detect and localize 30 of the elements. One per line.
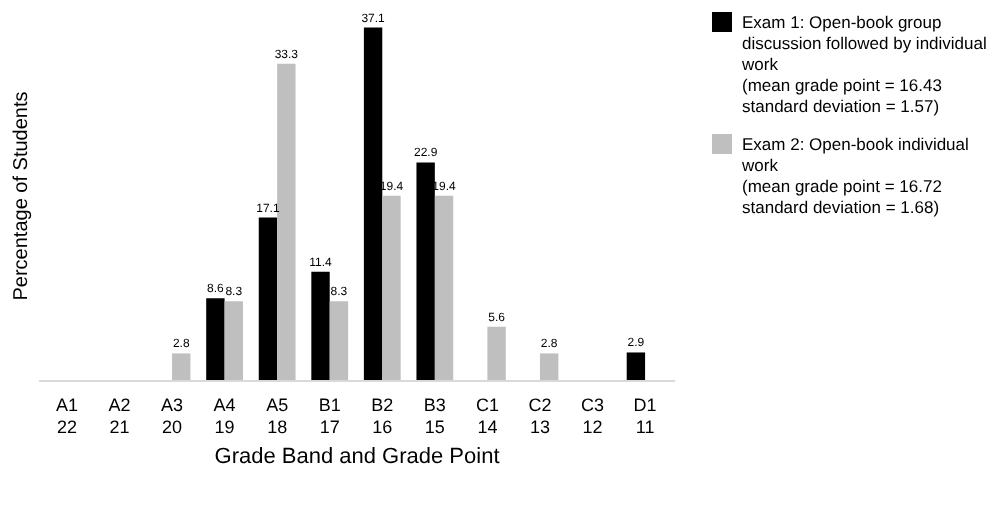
bar: [277, 63, 296, 380]
bar: [434, 195, 454, 380]
bar: [416, 162, 435, 380]
x-tick-label: C2 13: [528, 395, 552, 437]
bar: [224, 301, 243, 380]
x-tick-label: B1 17: [318, 395, 341, 437]
bar: [382, 195, 401, 380]
x-tick-label: D1 11: [633, 395, 657, 437]
x-axis-title: Grade Band and Grade Point: [214, 445, 500, 469]
bar: [329, 301, 349, 380]
bar: [258, 217, 278, 380]
legend-label: Exam 2: Open-book individual work (mean grade point = 16.72 standard deviation = 1.68): [740, 134, 970, 217]
x-tick-label: C3 12: [581, 395, 605, 437]
x-tick-label: A1 22: [55, 395, 78, 437]
x-tick-label: C1 14: [475, 395, 499, 437]
y-axis-title: Percentage of Students: [11, 91, 33, 301]
bar: [626, 352, 646, 380]
bar: [539, 353, 559, 380]
bar: [206, 298, 225, 380]
x-tick-label: B2 16: [371, 395, 394, 437]
x-tick-label: A4 19: [213, 395, 236, 437]
bar: [363, 27, 383, 380]
legend-label: Exam 1: Open-book group discussion followed by individual work (mean grade point = 16.43 standard deviation = 1.57): [740, 12, 987, 116]
bar: [311, 271, 330, 380]
x-tick-label: B3 15: [423, 395, 446, 437]
bar: [172, 353, 191, 380]
x-tick-label: A5 18: [266, 395, 289, 437]
x-tick-label: A3 20: [161, 395, 184, 437]
bar: [487, 326, 506, 380]
x-tick-label: A2 21: [108, 395, 131, 437]
